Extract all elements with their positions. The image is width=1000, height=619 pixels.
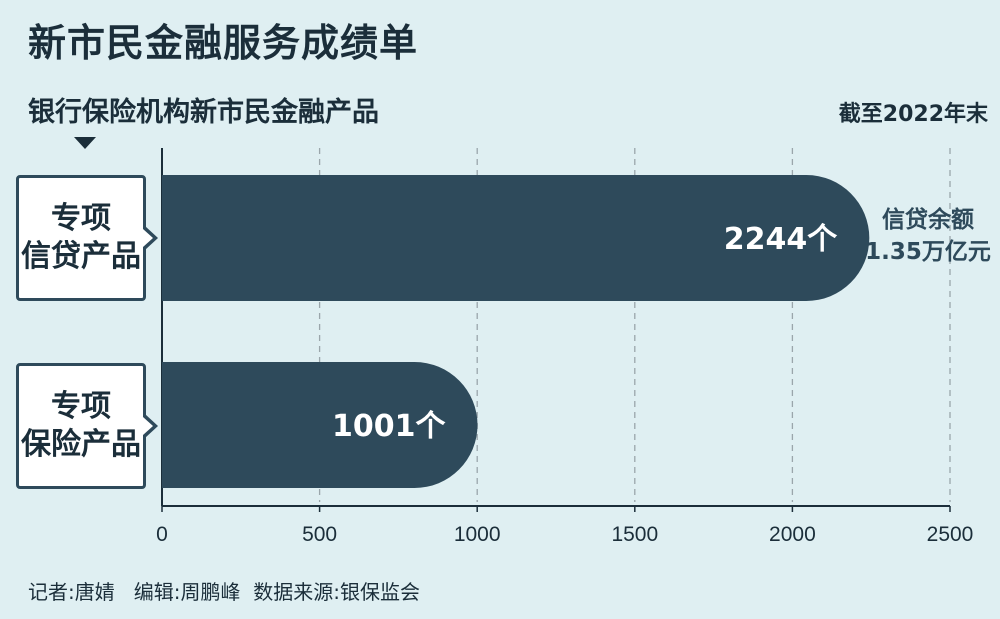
category-label-insurance: 专项 保险产品	[16, 363, 158, 489]
date-note: 截至2022年末	[838, 102, 988, 127]
x-tick-label: 0	[156, 523, 168, 546]
label-arrow-inner	[143, 417, 153, 435]
credit-balance-note: 信贷余额 1.35万亿元	[862, 204, 994, 268]
category-label-text: 专项 信贷产品	[21, 201, 141, 274]
x-tick-label: 1000	[454, 523, 501, 546]
x-tick-label: 500	[302, 523, 337, 546]
chart-title: 新市民金融服务成绩单	[28, 21, 419, 65]
label-arrow-inner	[143, 229, 153, 247]
x-tick-label: 2000	[769, 523, 816, 546]
bar-value-label: 1001个	[332, 409, 446, 444]
bar	[162, 175, 870, 301]
bar	[162, 362, 478, 488]
x-tick-label: 2500	[927, 523, 974, 546]
triangle-pointer-icon	[74, 137, 96, 149]
credit-balance-value: 1.35万亿元	[865, 239, 991, 265]
category-label-text: 专项 保险产品	[21, 389, 141, 462]
credits-footer: 记者:唐婧 编辑:周鹏峰 数据来源:银保监会	[28, 580, 421, 604]
chart-subtitle: 银行保险机构新市民金融产品	[28, 97, 379, 128]
credit-balance-label: 信贷余额	[882, 207, 974, 233]
x-tick-label: 1500	[611, 523, 658, 546]
category-label-credit: 专项 信贷产品	[16, 175, 158, 301]
bar-value-label: 2244个	[724, 222, 838, 257]
